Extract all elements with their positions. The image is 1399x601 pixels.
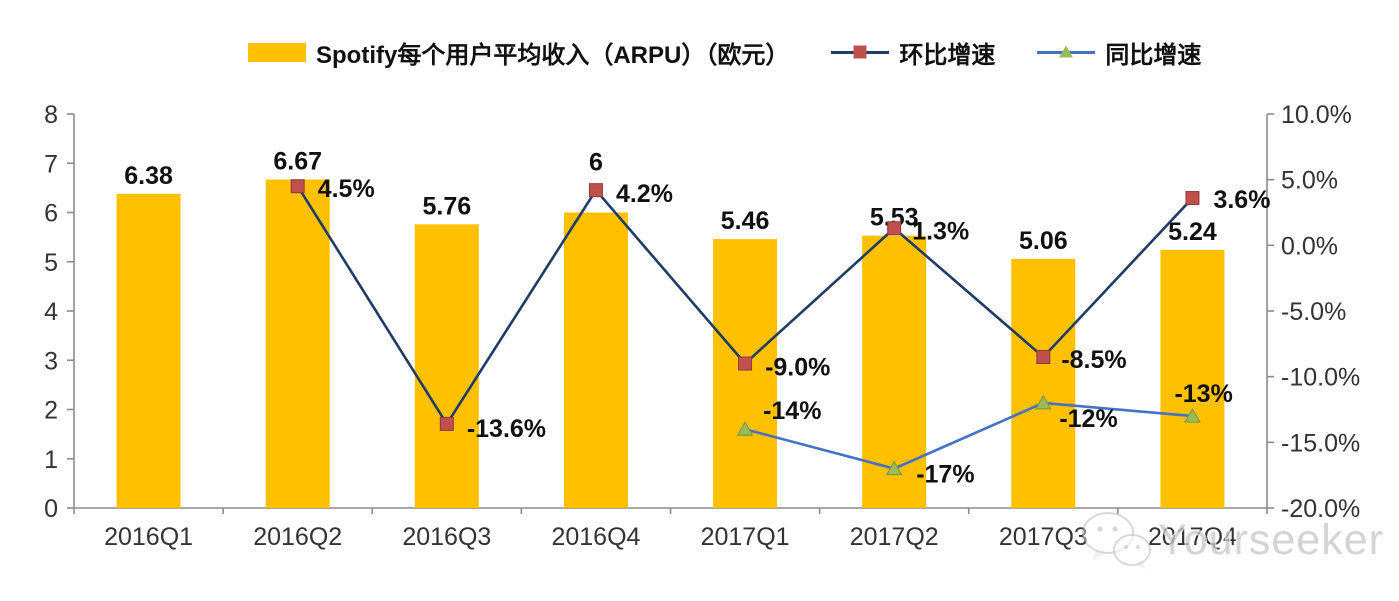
yoy-triangle-marker-icon: [736, 421, 754, 436]
yoy-triangle-marker-icon: [1184, 408, 1201, 423]
x-axis-category-label: 2016Q2: [253, 523, 342, 551]
qoq-square-marker-icon: [1036, 349, 1051, 364]
yoy-value-label: -12%: [1059, 405, 1117, 433]
arpu-bar-value-label: 6.67: [273, 148, 322, 176]
arpu-bar-value-label: 5.24: [1168, 218, 1217, 246]
left-axis-tick-label: 4: [44, 298, 58, 326]
qoq-value-label: 3.6%: [1213, 186, 1270, 214]
qoq-square-marker-icon: [738, 356, 753, 371]
legend-yoy-label: 同比增速: [1105, 41, 1202, 69]
qoq-value-label: 4.2%: [616, 180, 673, 208]
legend-yoy-triangle-marker-icon: [1059, 45, 1074, 58]
arpu-bar-value-label: 5.46: [721, 207, 770, 235]
qoq-square-marker-icon: [887, 221, 902, 236]
yoy-triangle-marker-icon: [885, 460, 903, 476]
qoq-value-label: -8.5%: [1061, 346, 1126, 374]
x-axis-category-label: 2017Q1: [701, 523, 790, 551]
qoq-square-marker-icon: [290, 179, 305, 194]
left-axis-tick-label: 3: [44, 347, 58, 375]
qoq-square-marker-icon: [588, 183, 603, 198]
qoq-value-label: -13.6%: [467, 415, 546, 443]
right-axis-tick-label: -15.0%: [1281, 429, 1360, 457]
left-axis-tick-label: 8: [44, 101, 58, 129]
left-axis-tick-label: 5: [44, 249, 58, 277]
legend-qoq-square-marker-icon: [853, 45, 867, 59]
chart-legend: Spotify每个用户平均收入（ARPU）（欧元） 环比增速 同比增速: [248, 35, 1201, 70]
x-axis-category-label: 2017Q4: [1148, 523, 1237, 551]
arpu-bar: [1160, 249, 1225, 508]
legend-item-yoy: 同比增速: [1037, 35, 1201, 70]
left-axis-tick-label: 2: [44, 397, 58, 425]
left-axis-tick-label: 1: [44, 446, 58, 474]
arpu-bar: [1011, 258, 1076, 508]
x-axis-category-label: 2016Q4: [551, 523, 640, 551]
legend-qoq-label: 环比增速: [899, 41, 996, 69]
qoq-square-marker-icon: [1185, 191, 1200, 206]
right-axis-tick-label: 0.0%: [1281, 232, 1338, 260]
right-axis-tick-label: -20.0%: [1281, 495, 1360, 523]
arpu-bar: [563, 212, 628, 508]
left-axis-tick-label: 0: [44, 495, 58, 523]
qoq-value-label: 4.5%: [318, 175, 375, 203]
yoy-value-label: -17%: [916, 461, 974, 489]
arpu-bar-value-label: 5.06: [1019, 227, 1068, 255]
legend-item-arpu: Spotify每个用户平均收入（ARPU）（欧元）: [248, 35, 789, 70]
right-axis-tick-label: -10.0%: [1281, 364, 1360, 392]
legend-item-qoq: 环比增速: [831, 35, 995, 70]
arpu-bar: [414, 224, 479, 508]
x-axis-category-label: 2017Q2: [850, 523, 939, 551]
x-axis-category-label: 2017Q3: [999, 523, 1088, 551]
arpu-bar-value-label: 5.76: [422, 192, 471, 220]
yoy-triangle-marker-icon: [1034, 394, 1052, 410]
x-axis-category-label: 2016Q1: [104, 523, 193, 551]
legend-arpu-label: Spotify每个用户平均收入（ARPU）（欧元）: [316, 41, 790, 69]
qoq-square-marker-icon: [439, 416, 454, 431]
yoy-value-label: -14%: [763, 397, 821, 425]
right-axis-tick-label: 10.0%: [1281, 101, 1352, 129]
legend-bar-swatch: [248, 42, 306, 62]
arpu-bar: [713, 239, 778, 508]
qoq-value-label: 1.3%: [912, 217, 969, 245]
left-axis-tick-label: 7: [44, 150, 58, 178]
legend-yoy-line-swatch: [1037, 45, 1096, 58]
arpu-bar: [265, 179, 330, 508]
x-axis-category-label: 2016Q3: [402, 523, 491, 551]
arpu-bar-value-label: 6.38: [124, 162, 173, 190]
right-axis-tick-label: 5.0%: [1281, 167, 1338, 195]
yoy-value-label: -13%: [1174, 380, 1232, 408]
yoy-line: [744, 401, 1193, 470]
legend-qoq-line-swatch: [831, 45, 890, 59]
right-axis-tick-label: -5.0%: [1281, 298, 1346, 326]
arpu-bar: [116, 193, 181, 508]
qoq-value-label: -9.0%: [765, 354, 830, 382]
left-axis-tick-label: 6: [44, 200, 58, 228]
arpu-bar-value-label: 6: [589, 149, 603, 177]
